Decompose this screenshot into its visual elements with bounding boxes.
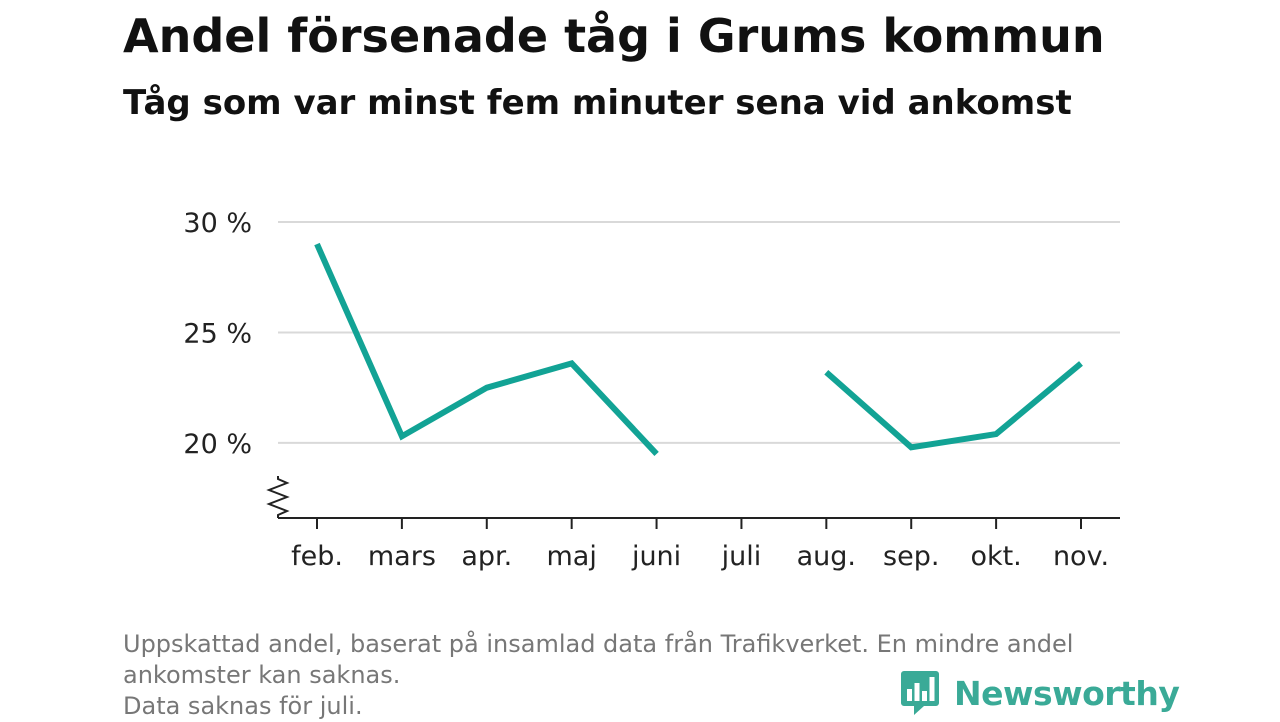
data-point	[399, 433, 405, 439]
brand-logo: Newsworthy	[900, 668, 1180, 718]
y-tick-label: 30 %	[183, 208, 252, 239]
y-tick-label: 25 %	[183, 318, 252, 349]
axes	[266, 476, 1120, 519]
chart-subtitle: Tåg som var minst fem minuter sena vid a…	[123, 83, 1072, 123]
data-point	[569, 360, 575, 366]
data-series	[314, 241, 1084, 457]
series-line-segment	[824, 361, 1083, 451]
x-tick-label: mars	[368, 541, 436, 572]
footnote: Uppskattad andel, baserat på insamlad da…	[123, 629, 1163, 722]
x-axis-ticks: feb. mars apr. maj juni juli aug. sep. okt. nov.	[291, 518, 1109, 572]
data-point	[993, 431, 999, 437]
x-tick-label: nov.	[1053, 541, 1109, 572]
y-tick-label: 20 %	[183, 429, 252, 460]
y-axis-break-icon	[266, 476, 290, 518]
data-point	[654, 451, 660, 457]
x-tick-label: maj	[546, 541, 596, 572]
footnote-line-1: Uppskattad andel, baserat på insamlad da…	[123, 630, 1074, 658]
x-tick-label: feb.	[291, 541, 343, 572]
line-chart: 20 % 25 % 30 % feb. mars apr. maj juni juli aug.…	[183, 208, 1120, 572]
footnote-line-2: ankomster kan saknas.	[123, 661, 401, 689]
x-tick-label: sep.	[883, 541, 939, 572]
y-axis-tick-labels: 20 % 25 % 30 %	[183, 208, 252, 460]
series-line-segment	[314, 242, 659, 456]
data-point	[314, 241, 320, 247]
x-tick-label: juli	[721, 541, 762, 572]
x-tick-label: apr.	[461, 541, 512, 572]
data-point	[1078, 360, 1084, 366]
x-tick-label: okt.	[970, 541, 1021, 572]
grid-lines	[278, 221, 1120, 444]
data-point	[484, 385, 490, 391]
newsworthy-logo-icon	[901, 671, 939, 715]
data-point	[823, 369, 829, 375]
data-point	[908, 444, 914, 450]
x-tick-label: juni	[631, 541, 681, 572]
brand-name: Newsworthy	[954, 673, 1180, 713]
footnote-line-3: Data saknas för juli.	[123, 692, 363, 720]
chart-title: Andel försenade tåg i Grums kommun	[123, 9, 1105, 63]
x-tick-label: aug.	[797, 541, 856, 572]
